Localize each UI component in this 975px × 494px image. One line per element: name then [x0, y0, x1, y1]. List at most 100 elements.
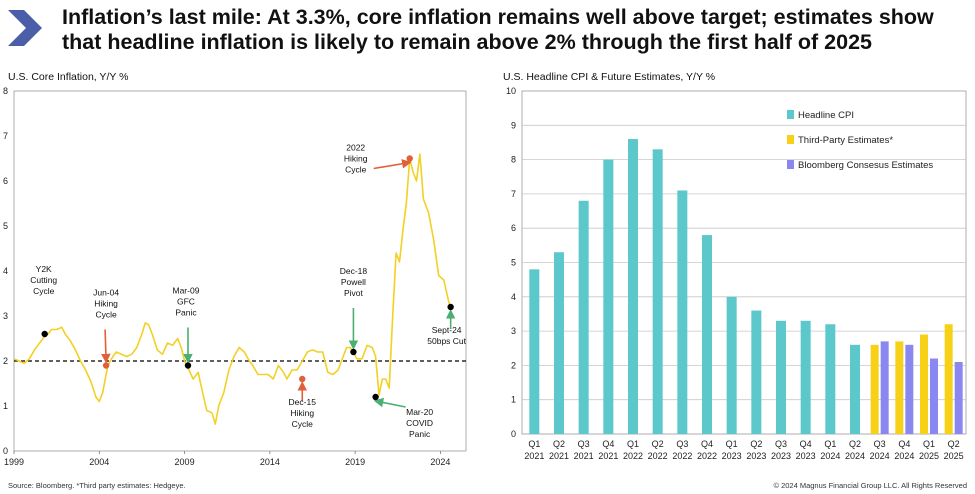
x-tick-year: 2023	[722, 451, 742, 461]
annotation-dot	[350, 348, 357, 356]
bar-third-party	[870, 344, 879, 434]
x-tick-quarter: Q1	[726, 439, 738, 449]
annotation-dot	[406, 155, 413, 162]
source-note: Source: Bloomberg. *Third party estimate…	[8, 481, 186, 490]
x-tick-quarter: Q3	[874, 439, 886, 449]
bar-third-party	[944, 324, 953, 434]
y-tick-label: 3	[3, 311, 8, 321]
x-tick-quarter: Q3	[676, 439, 688, 449]
legend-label: Headline CPI	[798, 110, 854, 121]
legend-swatch	[787, 135, 794, 144]
x-tick-label: 2024	[430, 457, 450, 467]
legend-swatch	[787, 160, 794, 169]
y-tick-label: 8	[3, 86, 8, 96]
bar-headline-cpi	[603, 159, 614, 434]
annotation-label: Pivot	[344, 288, 364, 298]
y-tick-label: 6	[3, 176, 8, 186]
bar-bloomberg	[954, 361, 963, 434]
annotation-label: Powell	[341, 277, 366, 287]
x-tick-quarter: Q1	[824, 439, 836, 449]
x-tick-year: 2023	[796, 451, 816, 461]
annotation-label: 50bps Cut	[427, 336, 466, 346]
bar-headline-cpi	[677, 190, 688, 434]
x-tick-year: 2021	[549, 451, 569, 461]
bar-headline-cpi	[800, 320, 811, 434]
x-tick-year: 2023	[746, 451, 766, 461]
x-tick-label: 2019	[345, 457, 365, 467]
chevron-shape	[8, 10, 42, 46]
y-tick-label: 5	[3, 221, 8, 231]
annotation-label: Cycle	[33, 286, 55, 296]
x-tick-year: 2024	[820, 451, 840, 461]
bar-headline-cpi	[554, 252, 564, 434]
title-line-1: Inflation’s last mile: At 3.3%, core inf…	[62, 5, 934, 29]
x-tick-quarter: Q1	[528, 439, 540, 449]
title-line-2: that headline inflation is likely to rem…	[62, 30, 872, 54]
annotation-label: Hiking	[94, 299, 118, 309]
y-tick-label: 4	[511, 292, 516, 302]
x-tick-quarter: Q3	[775, 439, 787, 449]
x-tick-year: 2024	[894, 451, 914, 461]
x-tick-year: 2021	[524, 451, 544, 461]
y-tick-label: 9	[511, 120, 516, 130]
annotation-label: 2022	[346, 143, 365, 153]
x-tick-quarter: Q2	[553, 439, 565, 449]
annotation-dot	[372, 393, 379, 401]
annotation-label: Hiking	[344, 154, 368, 164]
x-tick-quarter: Q2	[652, 439, 664, 449]
annotation-label: Cycle	[292, 419, 314, 429]
x-tick-year: 2023	[771, 451, 791, 461]
copyright-note: © 2024 Magnus Financial Group LLC. All R…	[773, 481, 967, 490]
x-tick-quarter: Q3	[578, 439, 590, 449]
x-tick-year: 2022	[672, 451, 692, 461]
annotation-dot	[447, 303, 454, 311]
annotation-label: COVID	[406, 418, 433, 428]
y-tick-label: 10	[506, 86, 516, 96]
x-tick-quarter: Q4	[602, 439, 614, 449]
bar-headline-cpi	[628, 139, 638, 434]
annotation-label: Sept-24	[432, 325, 462, 335]
annotation-label: Panic	[409, 429, 431, 439]
y-tick-label: 7	[3, 131, 8, 141]
bar-bloomberg	[905, 344, 914, 434]
right-chart-title: U.S. Headline CPI & Future Estimates, Y/…	[503, 71, 716, 83]
bar-bloomberg	[930, 358, 938, 434]
bar-headline-cpi	[652, 149, 663, 434]
y-tick-label: 0	[511, 429, 516, 439]
annotation-label: Dec-15	[289, 397, 317, 407]
y-tick-label: 4	[3, 266, 8, 276]
annotation-label: Cycle	[345, 165, 367, 175]
y-tick-label: 6	[511, 223, 516, 233]
annotation-dot	[184, 362, 192, 369]
bar-headline-cpi	[702, 235, 712, 434]
annotation-label: Dec-18	[340, 266, 368, 276]
left-chart-title: U.S. Core Inflation, Y/Y %	[8, 71, 129, 83]
y-tick-label: 8	[511, 155, 516, 165]
x-tick-quarter: Q2	[948, 439, 960, 449]
y-tick-label: 0	[3, 446, 8, 456]
x-tick-quarter: Q2	[849, 439, 861, 449]
x-tick-year: 2024	[870, 451, 890, 461]
y-tick-label: 1	[3, 401, 8, 411]
legend-label: Bloomberg Consesus Estimates	[798, 160, 933, 171]
x-tick-year: 2021	[574, 451, 594, 461]
annotation-label: Cycle	[95, 310, 117, 320]
annotation-label: Jun-04	[93, 288, 119, 298]
x-tick-year: 2022	[623, 451, 643, 461]
annotation-label: Mar-09	[173, 286, 200, 296]
annotation-label: Panic	[175, 308, 197, 318]
page-title: Inflation’s last mile: At 3.3%, core inf…	[62, 5, 967, 55]
y-tick-label: 2	[511, 360, 516, 370]
x-tick-quarter: Q4	[800, 439, 812, 449]
annotation-arrow	[373, 159, 412, 170]
y-tick-label: 2	[3, 356, 8, 366]
x-tick-quarter: Q1	[627, 439, 639, 449]
x-tick-quarter: Q4	[898, 439, 910, 449]
x-tick-year: 2025	[919, 451, 939, 461]
x-tick-quarter: Q2	[750, 439, 762, 449]
annotation-label: GFC	[177, 297, 195, 307]
x-tick-label: 2004	[89, 457, 109, 467]
annotation-dot	[102, 362, 110, 369]
